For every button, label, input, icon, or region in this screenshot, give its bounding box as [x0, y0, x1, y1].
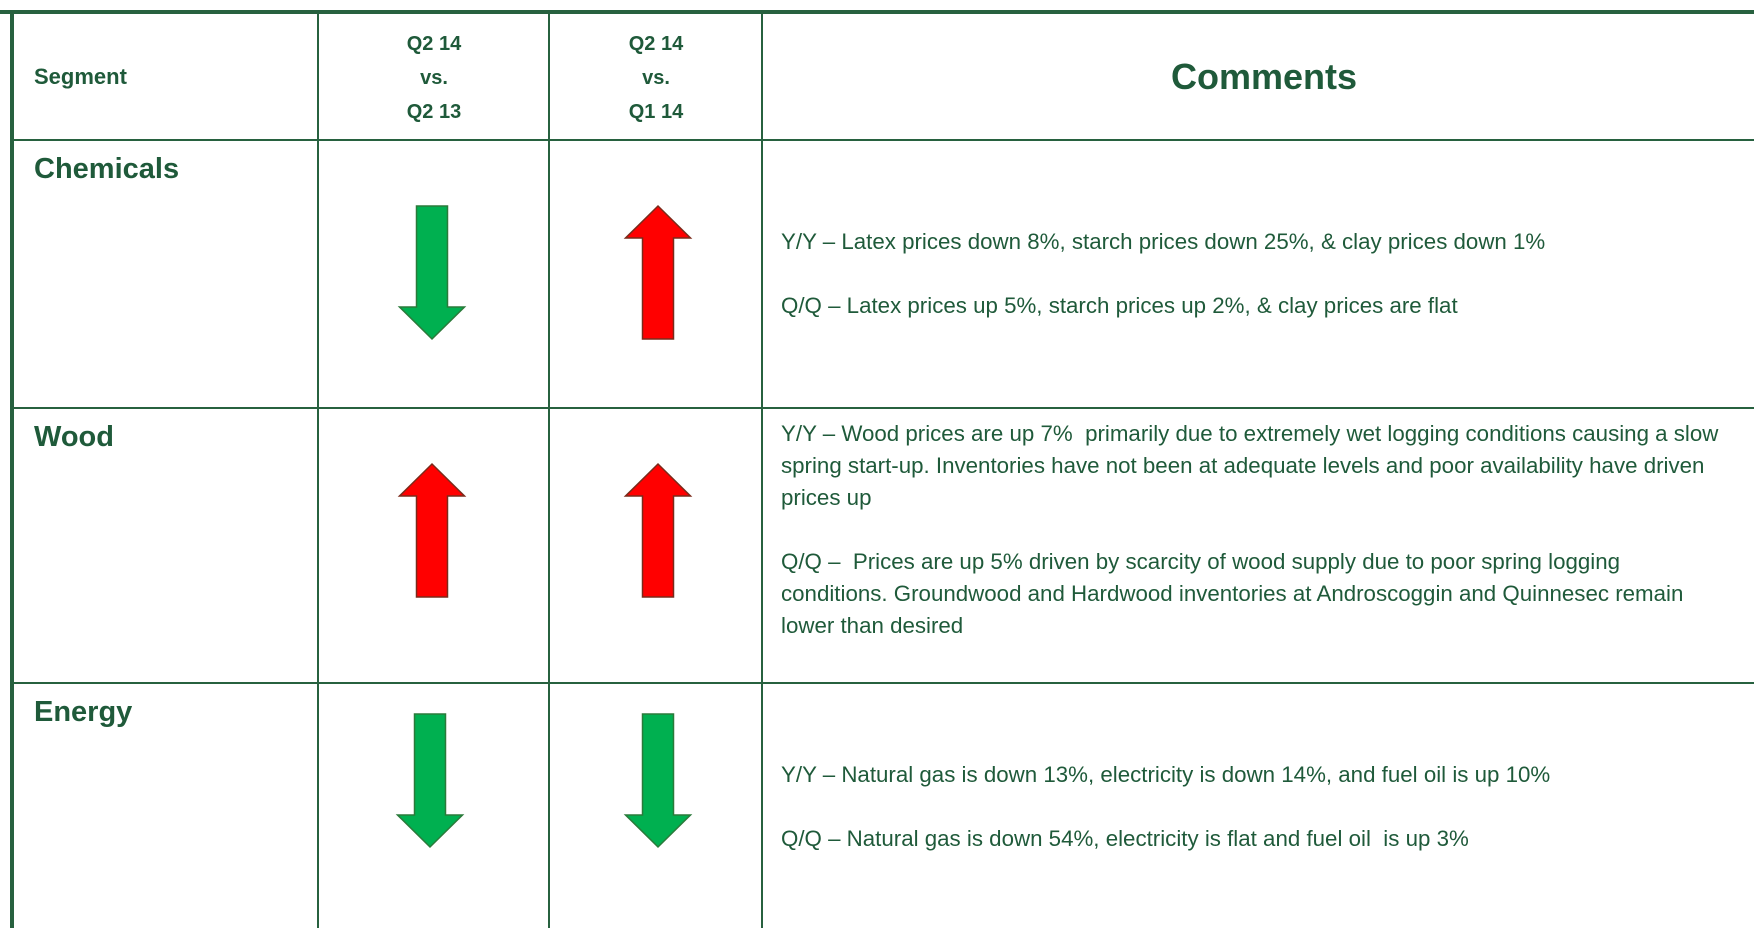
- comment: Q/Q – Prices are up 5% driven by scarcit…: [781, 549, 1690, 638]
- arrow-up: [624, 463, 692, 598]
- header-line: Q2 14: [406, 33, 462, 55]
- header-line: vs.: [420, 67, 448, 89]
- header-segment: Segment: [34, 64, 127, 89]
- comment: Y/Y – Wood prices are up 7% primarily du…: [781, 421, 1725, 510]
- segment-name: Chemicals: [34, 153, 180, 185]
- comments-cell: Y/Y – Natural gas is down 13%, electrici…: [781, 685, 1731, 928]
- header-yoy: Q2 14 vs. Q2 13: [320, 27, 548, 129]
- segment-name: Wood: [34, 421, 114, 453]
- arrow-down: [398, 205, 466, 340]
- header-comments: Comments: [1170, 56, 1358, 97]
- header-line: Q2 14: [628, 33, 684, 55]
- comment: Q/Q – Latex prices up 5%, starch prices …: [781, 293, 1458, 318]
- segment-name: Energy: [34, 696, 133, 728]
- header-qoq: Q2 14 vs. Q1 14: [551, 27, 761, 129]
- header-line: Q2 13: [406, 101, 462, 123]
- arrow-down: [624, 713, 692, 848]
- arrow-down: [396, 713, 464, 848]
- arrow-up: [398, 463, 466, 598]
- comment: Q/Q – Natural gas is down 54%, electrici…: [781, 825, 1469, 851]
- comment: Y/Y – Natural gas is down 13%, electrici…: [781, 761, 1551, 787]
- header-line: Q1 14: [628, 101, 684, 123]
- comments-cell: Y/Y – Latex prices down 8%, starch price…: [781, 142, 1731, 406]
- comment: Y/Y – Latex prices down 8%, starch price…: [781, 229, 1546, 254]
- arrow-up: [624, 205, 692, 340]
- header-line: vs.: [642, 67, 670, 89]
